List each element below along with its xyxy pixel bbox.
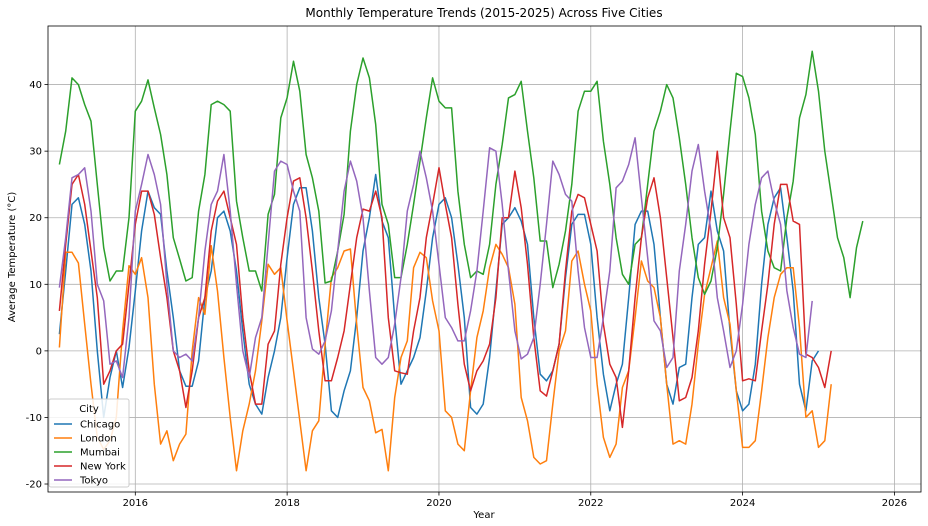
legend-label: New York <box>80 462 126 473</box>
legend-label: London <box>80 434 117 445</box>
y-tick-label: 30 <box>29 147 42 158</box>
x-tick-label: 2020 <box>426 498 451 509</box>
y-tick-label: -10 <box>26 413 42 424</box>
x-axis-label: Year <box>472 510 495 521</box>
chart-title: Monthly Temperature Trends (2015-2025) A… <box>305 6 662 20</box>
y-tick-label: -20 <box>26 480 42 491</box>
legend-items: Chicago London Mumbai New York Tokyo <box>54 420 126 487</box>
legend-label: Chicago <box>80 420 120 431</box>
x-tick-label: 2024 <box>730 498 755 509</box>
series-line-london <box>58 240 832 472</box>
plot-area <box>47 25 922 493</box>
x-tick-label: 2022 <box>578 498 603 509</box>
y-tick-label: 40 <box>29 80 42 91</box>
grid <box>48 26 921 492</box>
series-lines <box>58 50 864 472</box>
x-tick-label: 2016 <box>123 498 148 509</box>
y-tick-label: 20 <box>29 213 42 224</box>
y-tick-label: 0 <box>36 346 42 357</box>
legend-label: Mumbai <box>80 448 120 459</box>
series-line-tokyo <box>58 137 813 379</box>
series-line-new-york <box>58 150 832 429</box>
series-line-chicago <box>58 173 820 419</box>
x-tick-label: 2026 <box>882 498 907 509</box>
legend: City Chicago London Mumbai New York Tokyo <box>48 398 130 488</box>
legend-label: Tokyo <box>79 476 108 487</box>
series-line-mumbai <box>58 50 864 299</box>
legend-box <box>48 398 130 488</box>
axis-ticks: 2016 2018 2020 2022 2024 2026 -20 -10 0 10 20 30 40 <box>26 80 908 509</box>
y-axis-label: Average Temperature (°C) <box>7 192 18 323</box>
y-tick-label: 10 <box>29 280 42 291</box>
legend-title: City <box>79 404 99 415</box>
x-tick-label: 2018 <box>274 498 299 509</box>
